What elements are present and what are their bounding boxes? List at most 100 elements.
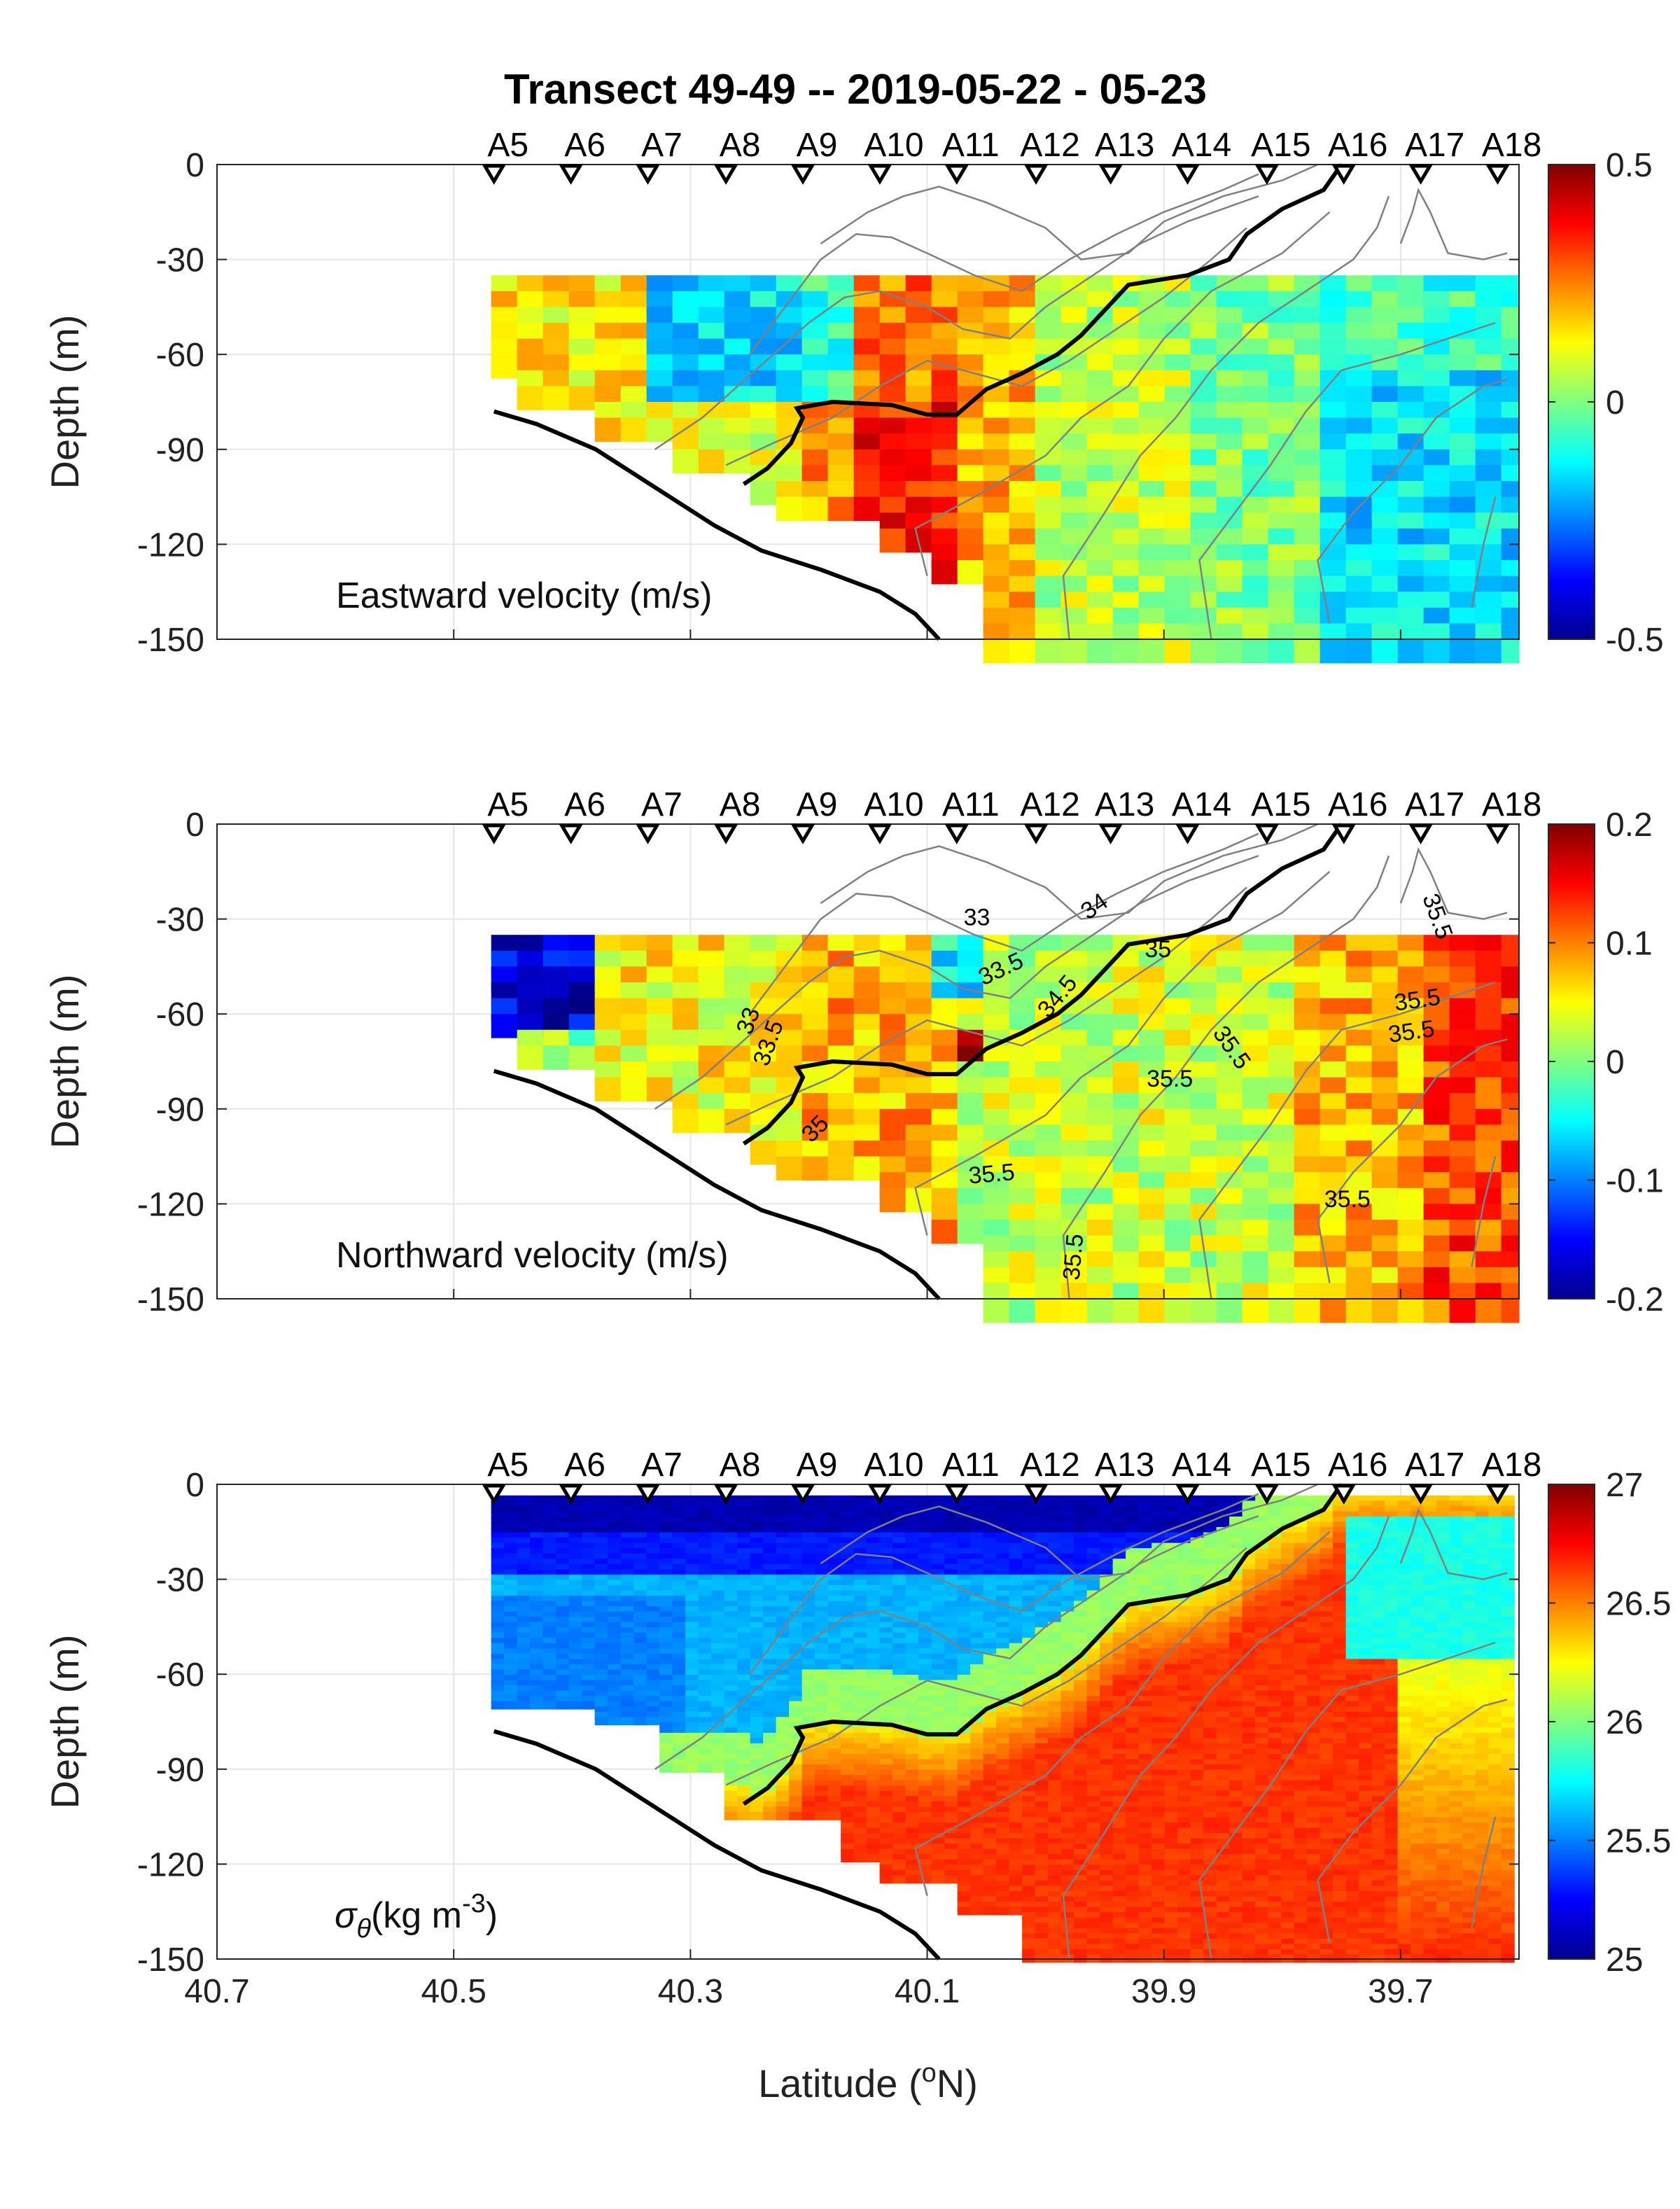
y-tick-label: -120 bbox=[137, 527, 204, 564]
heat-cell bbox=[647, 418, 673, 443]
heat-cell bbox=[802, 1812, 816, 1820]
heat-cell bbox=[673, 1109, 699, 1134]
y-tick-label: -60 bbox=[156, 996, 204, 1033]
heat-cell bbox=[517, 1701, 531, 1710]
heat-cell bbox=[958, 1220, 984, 1244]
heat-cell bbox=[724, 450, 751, 474]
station-label: A6 bbox=[564, 127, 606, 164]
heat-cell bbox=[854, 497, 881, 522]
heat-cell bbox=[776, 1812, 790, 1820]
y-tick-label: -150 bbox=[137, 1281, 204, 1318]
heat-cell bbox=[621, 418, 648, 443]
colorbar-tick-label: 0.2 bbox=[1606, 807, 1653, 844]
y-tick-label: -30 bbox=[156, 242, 204, 279]
heat-cell bbox=[1268, 639, 1295, 664]
heat-cell bbox=[1217, 639, 1243, 664]
heat-cell bbox=[1320, 639, 1347, 664]
contour-label: 35.5 bbox=[1324, 1186, 1371, 1213]
colorbar-tick-label: 0.1 bbox=[1606, 926, 1653, 963]
heat-cell bbox=[932, 1875, 945, 1883]
heat-cell bbox=[1450, 1299, 1476, 1323]
station-label: A9 bbox=[797, 127, 838, 164]
heat-cell bbox=[983, 1907, 997, 1916]
station-label: A5 bbox=[487, 127, 528, 164]
heat-cell bbox=[595, 1717, 608, 1725]
colorbar-tick-label: 0 bbox=[1606, 384, 1625, 421]
heat-cell bbox=[750, 1812, 764, 1820]
heat-cell bbox=[530, 1701, 543, 1710]
heat-cell bbox=[491, 1014, 518, 1038]
heat-cell bbox=[1087, 639, 1114, 664]
station-label: A15 bbox=[1251, 127, 1310, 164]
heat-cell bbox=[932, 1220, 958, 1244]
heat-cell bbox=[841, 1854, 854, 1862]
heat-cell bbox=[569, 386, 596, 410]
heat-cell bbox=[1009, 1299, 1036, 1323]
heat-cell bbox=[1191, 1299, 1217, 1323]
heat-cell bbox=[1450, 639, 1476, 664]
heat-cell bbox=[1139, 639, 1166, 664]
station-label: A10 bbox=[864, 127, 923, 164]
heat-cell bbox=[867, 1854, 880, 1862]
heat-cell bbox=[1346, 639, 1373, 664]
heat-cell bbox=[854, 1157, 881, 1181]
heat-cell bbox=[608, 1717, 621, 1725]
station-label: A7 bbox=[641, 127, 682, 164]
y-tick-label: -90 bbox=[156, 1092, 204, 1129]
heat-cell bbox=[970, 1907, 983, 1916]
y-axis-label: Depth (m) bbox=[43, 975, 87, 1149]
heat-cell bbox=[595, 1078, 622, 1102]
heat-cell bbox=[1165, 1299, 1191, 1323]
heat-cell bbox=[685, 1764, 699, 1773]
station-label: A7 bbox=[641, 786, 682, 823]
y-tick-label: -120 bbox=[137, 1186, 204, 1223]
y-axis-label: Depth (m) bbox=[43, 315, 87, 489]
heat-cell bbox=[1346, 1299, 1373, 1323]
heat-cell bbox=[750, 481, 777, 506]
heat-cell bbox=[1268, 1299, 1295, 1323]
heat-cell bbox=[724, 1109, 751, 1134]
heat-cell bbox=[854, 1854, 867, 1862]
station-label: A14 bbox=[1172, 786, 1231, 823]
colorbar-tick-label: -0.2 bbox=[1606, 1281, 1664, 1318]
heat-cell bbox=[737, 1812, 750, 1820]
heat-cell bbox=[699, 1109, 725, 1134]
heat-cell bbox=[828, 1157, 855, 1181]
colorbar-tick-label: -0.5 bbox=[1606, 622, 1664, 659]
panel-label: Eastward velocity (m/s) bbox=[336, 576, 712, 616]
heat-cell bbox=[1372, 1299, 1399, 1323]
heat-cell bbox=[1217, 1299, 1243, 1323]
station-label: A5 bbox=[487, 786, 528, 823]
heat-cell bbox=[1009, 639, 1036, 664]
colorbar: 0.5 0 -0.5 bbox=[1548, 147, 1664, 659]
heat-cell bbox=[1476, 639, 1502, 664]
heat-cell bbox=[711, 1764, 724, 1773]
station-label: A11 bbox=[942, 127, 1000, 164]
heat-cell bbox=[673, 450, 699, 474]
heat-cell bbox=[517, 1045, 544, 1070]
heat-cell bbox=[1165, 639, 1191, 664]
colorbar: 0.20.10-0.1-0.2 bbox=[1548, 807, 1664, 1318]
heat-cell bbox=[1061, 1299, 1088, 1323]
heat-cell bbox=[634, 1717, 647, 1725]
y-tick-label: -60 bbox=[156, 337, 204, 374]
heat-cell bbox=[556, 1701, 569, 1710]
heat-cell bbox=[1294, 639, 1321, 664]
heat-cell bbox=[802, 497, 829, 522]
heat-cell bbox=[1087, 1299, 1114, 1323]
heat-cell bbox=[1139, 1299, 1166, 1323]
heat-cell bbox=[621, 1078, 648, 1102]
colorbar-tick-label: 0.5 bbox=[1606, 147, 1653, 184]
heat-cell bbox=[750, 1141, 777, 1165]
heat-cell bbox=[595, 418, 622, 443]
heat-cell bbox=[1476, 1299, 1502, 1323]
heat-cell bbox=[1372, 639, 1399, 664]
heat-cell bbox=[504, 1701, 517, 1710]
heat-cell bbox=[673, 1764, 686, 1773]
heat-cell bbox=[918, 1875, 932, 1883]
y-tick-label: -150 bbox=[137, 622, 204, 659]
y-tick-label: 0 bbox=[186, 147, 204, 184]
heat-cell bbox=[776, 1157, 803, 1181]
